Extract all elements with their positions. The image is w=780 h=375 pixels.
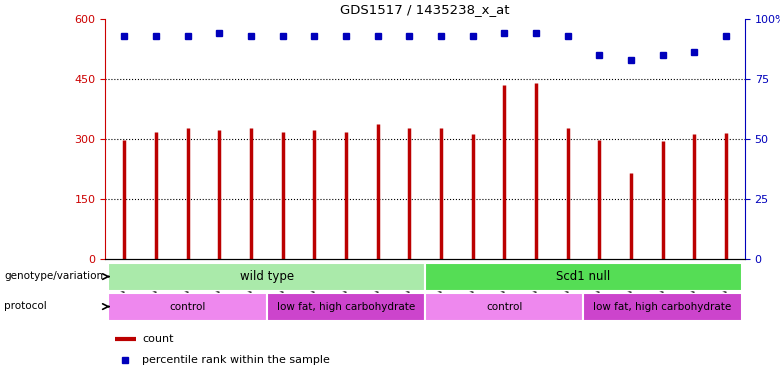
Bar — [583, 292, 742, 321]
Text: count: count — [143, 333, 174, 344]
Text: percentile rank within the sample: percentile rank within the sample — [143, 355, 330, 365]
Bar — [425, 292, 583, 321]
Text: low fat, high carbohydrate: low fat, high carbohydrate — [277, 302, 415, 312]
Text: wild type: wild type — [239, 270, 294, 283]
Bar — [425, 262, 742, 291]
Bar — [108, 262, 425, 291]
Text: control: control — [169, 302, 206, 312]
Text: genotype/variation: genotype/variation — [4, 272, 103, 281]
Text: low fat, high carbohydrate: low fat, high carbohydrate — [594, 302, 732, 312]
Bar — [267, 292, 425, 321]
Text: Scd1 null: Scd1 null — [556, 270, 611, 283]
Bar — [108, 292, 267, 321]
Text: protocol: protocol — [4, 302, 47, 311]
Title: GDS1517 / 1435238_x_at: GDS1517 / 1435238_x_at — [340, 3, 510, 16]
Text: control: control — [486, 302, 523, 312]
